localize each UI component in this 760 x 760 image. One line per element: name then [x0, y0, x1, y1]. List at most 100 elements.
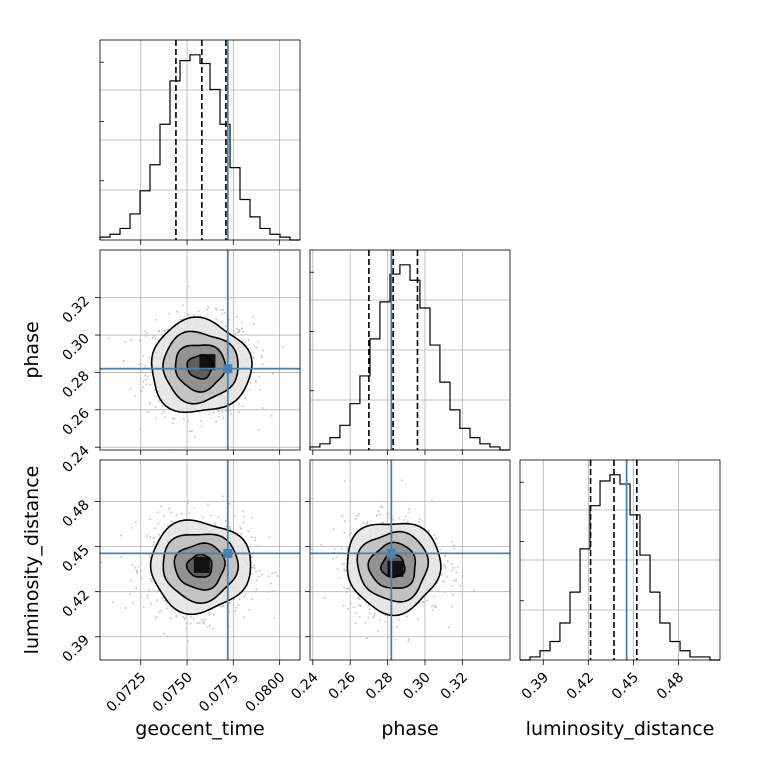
sample-point	[443, 580, 445, 583]
y-axis-label-phase: phase	[21, 321, 43, 378]
y-tick-label: 0.24	[59, 443, 92, 476]
sample-point	[250, 536, 253, 539]
sample-point	[154, 337, 157, 340]
sample-point	[446, 560, 449, 563]
sample-point	[229, 413, 232, 415]
contour-line-4	[379, 553, 406, 579]
sample-point	[453, 567, 455, 569]
sample-point	[272, 590, 275, 592]
sample-point	[258, 569, 261, 572]
sample-point	[343, 604, 345, 607]
sample-point	[235, 316, 238, 319]
sample-point	[251, 566, 254, 569]
sample-point	[379, 513, 381, 516]
x-tick-label: 0.48	[654, 670, 687, 703]
sample-point	[219, 605, 221, 608]
sample-point	[228, 526, 231, 528]
sample-point	[348, 533, 351, 536]
sample-point	[206, 308, 209, 311]
sample-point	[184, 465, 186, 467]
sample-point	[421, 601, 424, 604]
sample-point	[234, 333, 236, 336]
sample-point	[217, 515, 220, 518]
sample-point	[215, 308, 218, 311]
sample-point	[136, 571, 139, 573]
sample-point	[215, 420, 217, 423]
sample-point	[456, 566, 459, 568]
sample-point	[225, 525, 228, 528]
sample-point	[355, 612, 357, 614]
sample-point	[163, 632, 166, 635]
sample-point	[194, 435, 196, 438]
sample-point	[453, 547, 456, 550]
sample-point	[450, 584, 453, 587]
y-tick-label: 0.45	[59, 542, 92, 575]
sample-point	[343, 479, 346, 482]
sample-point	[175, 615, 178, 617]
sample-point	[343, 586, 345, 589]
sample-point	[323, 597, 326, 599]
sample-point	[124, 341, 127, 343]
sample-point	[165, 635, 168, 638]
sample-point	[384, 620, 386, 623]
sample-point	[229, 527, 232, 530]
sample-point	[154, 527, 156, 530]
sample-point	[187, 313, 190, 316]
sample-point	[224, 520, 227, 522]
sample-point	[212, 627, 215, 630]
sample-point	[144, 335, 147, 338]
sample-point	[423, 601, 425, 604]
sample-point	[239, 526, 242, 528]
sample-point	[193, 314, 195, 316]
sample-point	[336, 568, 339, 570]
sample-point	[157, 511, 160, 514]
y-tick-label: 0.30	[59, 331, 92, 364]
contour-line-1	[150, 316, 253, 414]
sample-point	[212, 411, 215, 414]
sample-point	[208, 624, 211, 627]
sample-point	[248, 388, 251, 391]
sample-point	[253, 567, 256, 570]
sample-point	[129, 593, 132, 596]
sample-point	[453, 579, 456, 582]
sample-point	[160, 609, 163, 612]
contour-line-2	[356, 530, 430, 603]
sample-point	[196, 622, 199, 625]
panel-content	[310, 460, 510, 660]
sample-point	[188, 500, 191, 503]
sample-point	[368, 608, 371, 611]
sample-point	[261, 356, 263, 359]
sample-point	[444, 555, 446, 558]
x-tick-label: 0.42	[564, 670, 597, 703]
sample-point	[146, 411, 149, 414]
sample-point	[222, 308, 225, 311]
sample-point	[224, 325, 227, 327]
sample-point	[396, 625, 399, 628]
sample-point	[396, 617, 399, 619]
sample-point	[250, 572, 253, 575]
sample-point	[135, 587, 138, 590]
sample-point	[451, 593, 454, 596]
y-tick-label: 0.32	[59, 293, 92, 326]
sample-point	[365, 523, 368, 525]
sample-point	[222, 416, 225, 419]
sample-point	[445, 576, 448, 578]
sample-point	[346, 591, 348, 593]
sample-point	[356, 597, 359, 600]
sample-point	[163, 410, 165, 413]
sample-point	[473, 589, 476, 592]
sample-point	[386, 515, 389, 518]
sample-point	[236, 332, 239, 334]
sample-point	[267, 575, 270, 578]
sample-point	[407, 508, 410, 510]
sample-point	[164, 416, 166, 419]
sample-point	[452, 544, 455, 547]
sample-point	[431, 590, 433, 593]
sample-point	[189, 616, 192, 619]
sample-point	[161, 597, 164, 600]
joint-panel-geocent_time-luminosity_distance	[99, 459, 301, 661]
y-tick-label: 0.26	[59, 405, 92, 438]
sample-point	[161, 412, 164, 415]
sample-point	[152, 543, 155, 546]
sample-point	[346, 546, 348, 549]
